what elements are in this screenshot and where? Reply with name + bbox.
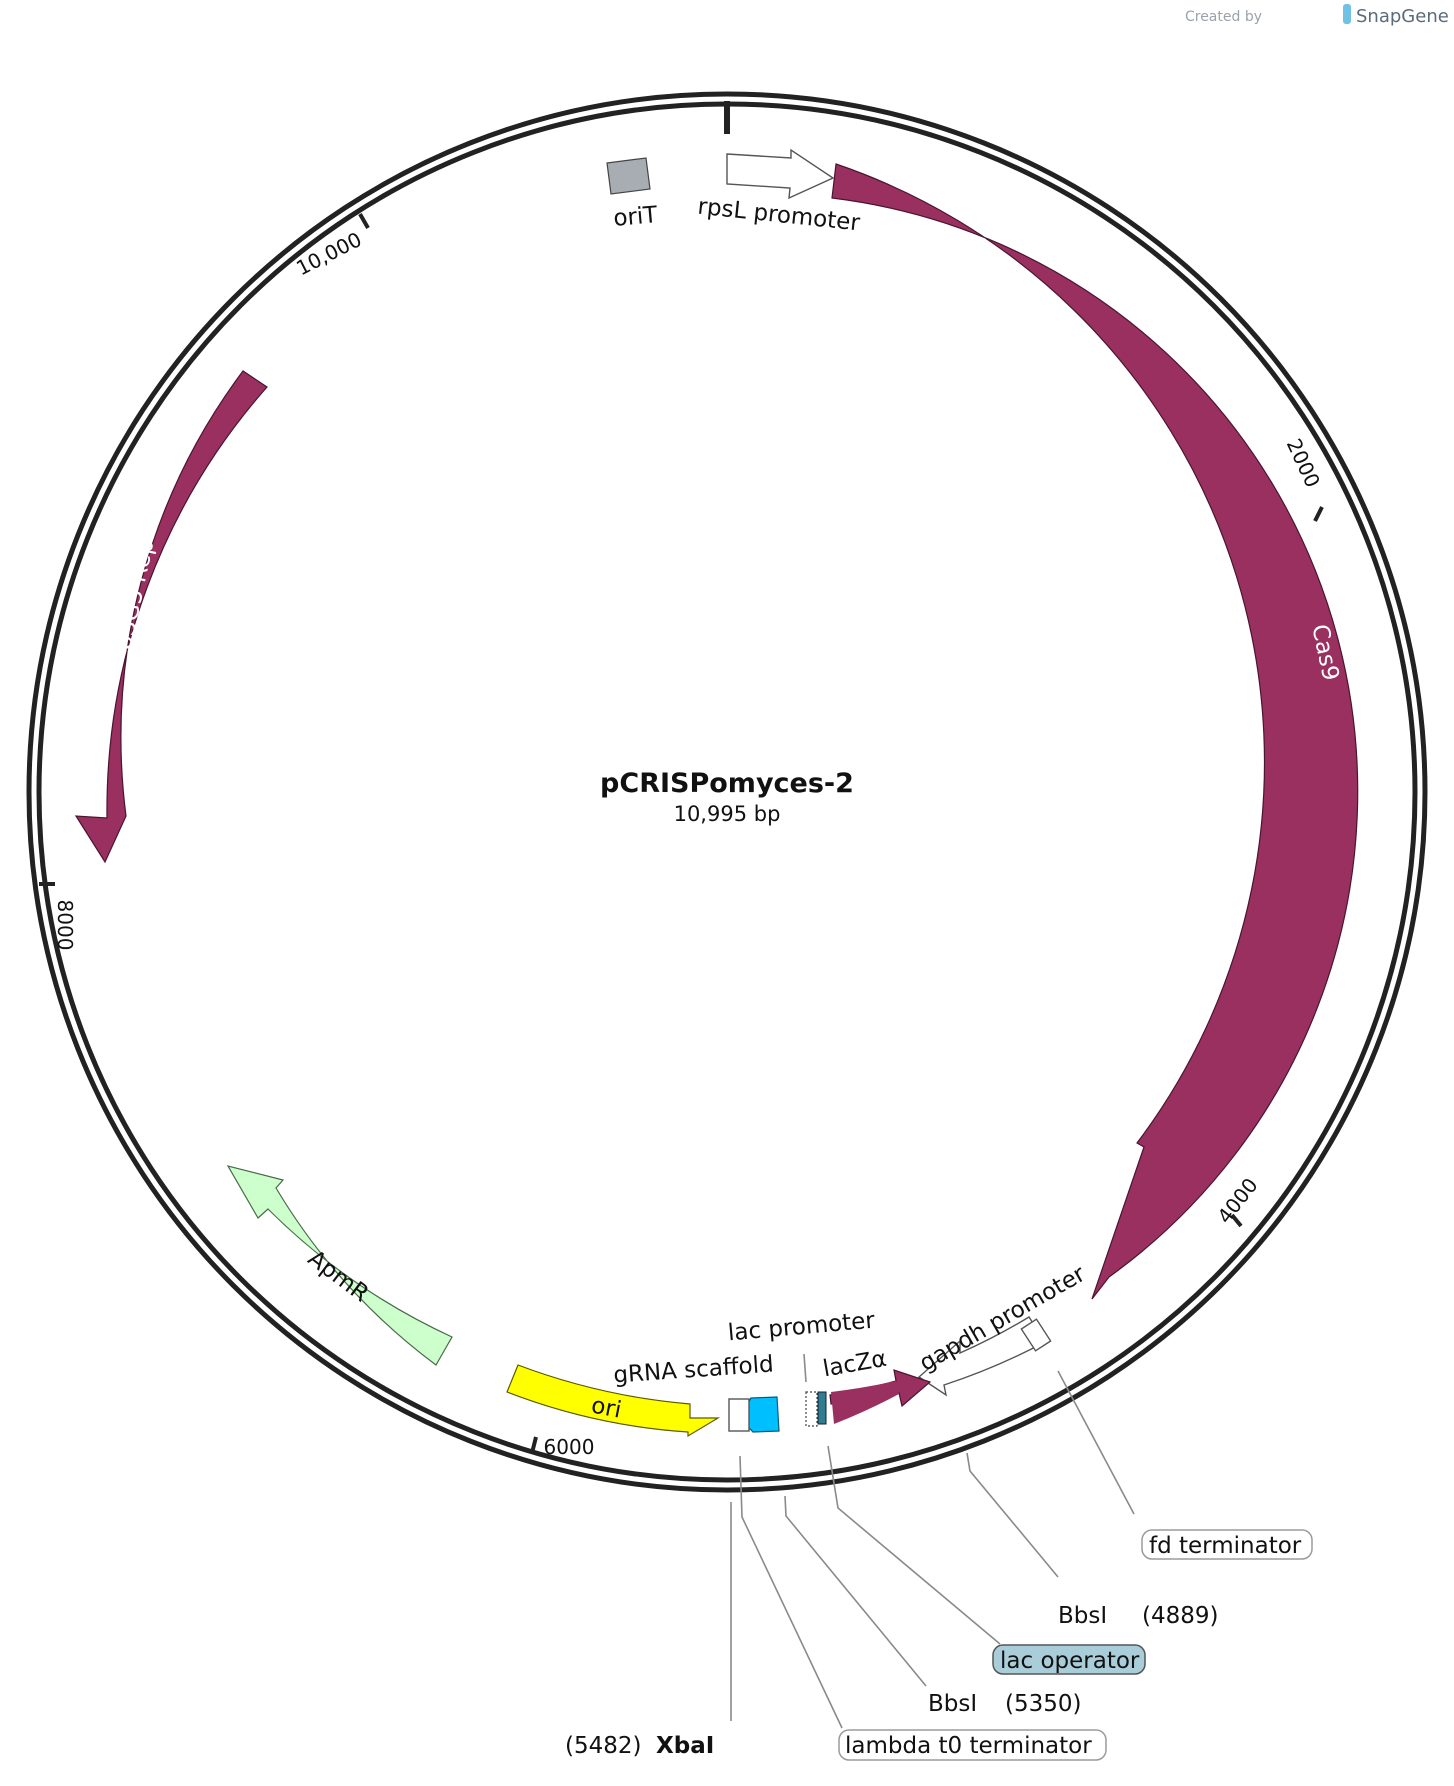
credit-created-by: Created by <box>1185 9 1262 25</box>
orit-label: oriT <box>612 202 659 232</box>
apmr-label: ApmR <box>303 1245 374 1307</box>
feature-cas9: Cas9 <box>831 163 1359 1300</box>
lacza-label: lacZα <box>821 1346 889 1383</box>
svg-text:4000: 4000 <box>1212 1173 1262 1228</box>
lac-promoter-label: lac promoter <box>727 1308 876 1347</box>
snapgene-credit: Created by SnapGene <box>1185 4 1449 27</box>
lambda-t0-marker <box>728 1398 750 1432</box>
snapgene-logo-icon <box>1343 4 1351 24</box>
feature-apmr: ApmR <box>226 1165 453 1366</box>
tick-2000: 2000 <box>1282 435 1325 522</box>
feature-gapdh-promoter: gapdh promoter <box>915 1261 1090 1397</box>
feature-psg5-rep: pSG5 Rep <box>74 370 268 864</box>
feature-lacza: lacZα <box>821 1346 932 1424</box>
svg-text:8000: 8000 <box>53 900 77 951</box>
svg-text:fd terminator: fd terminator <box>1149 1533 1302 1559</box>
svg-text:(5350): (5350) <box>1005 1691 1081 1717</box>
psg5-rep-label: pSG5 Rep <box>111 537 160 653</box>
tick-8000: 8000 <box>39 882 77 951</box>
credit-brand: SnapGene <box>1356 6 1449 27</box>
feature-ori: ori <box>506 1364 721 1438</box>
svg-text:(4889): (4889) <box>1142 1603 1218 1629</box>
svg-text:6000: 6000 <box>544 1435 595 1459</box>
svg-text:(5482): (5482) <box>565 1733 641 1759</box>
callout-fd-terminator: fd terminator <box>1141 1529 1313 1560</box>
svg-text:lambda t0 terminator: lambda t0 terminator <box>845 1733 1092 1759</box>
callout-bbsi-5350: BbsI (5350) <box>928 1691 1081 1717</box>
callout-xbai: (5482) XbaI <box>565 1733 714 1759</box>
callout-lac-operator: lac operator <box>992 1644 1146 1675</box>
svg-text:BbsI: BbsI <box>928 1691 977 1717</box>
grna-scaffold-label: gRNA scaffold <box>613 1351 775 1388</box>
callout-bbsi-4889: BbsI (4889) <box>1058 1603 1218 1629</box>
lac-promoter-marker <box>805 1391 818 1427</box>
svg-text:XbaI: XbaI <box>656 1733 714 1759</box>
callout-leaders <box>730 1353 1135 1729</box>
svg-text:lac operator: lac operator <box>1000 1648 1140 1674</box>
rpsl-promoter-label: rpsL promoter <box>696 194 861 237</box>
backbone-outer-ring <box>26 91 1428 1493</box>
svg-text:BbsI: BbsI <box>1058 1603 1107 1629</box>
tick-6000: 6000 <box>530 1435 595 1459</box>
callout-lambda-t0: lambda t0 terminator <box>838 1729 1107 1761</box>
plasmid-name: pCRISPomyces-2 <box>600 768 854 799</box>
lac-operator-marker <box>817 1391 827 1425</box>
feature-orit: oriT <box>606 157 659 232</box>
plasmid-size: 10,995 bp <box>674 802 781 826</box>
ori-label: ori <box>589 1393 623 1424</box>
tick-4000: 4000 <box>1212 1173 1262 1228</box>
